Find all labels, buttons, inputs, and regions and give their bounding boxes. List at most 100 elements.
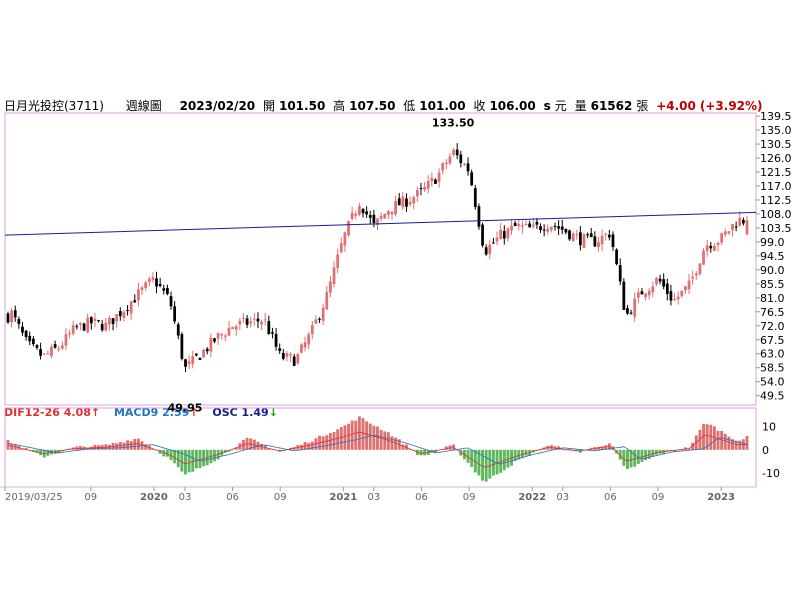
osc-bar (499, 449, 503, 473)
osc-bar (361, 418, 365, 450)
price-tick-label: 126.0 (760, 152, 792, 165)
candle-body (118, 311, 122, 317)
candle-body (430, 177, 434, 182)
candle-body (60, 345, 64, 349)
osc-bar (321, 436, 325, 450)
osc-bar (597, 447, 600, 450)
osc-bar (383, 431, 387, 450)
candle-body (615, 249, 618, 265)
macd-tick-label: 10 (762, 421, 776, 434)
osc-bar (354, 420, 358, 450)
price-change: +4.00 (656, 99, 696, 113)
time-tick-label: 03 (368, 492, 381, 503)
candle-body (50, 346, 53, 357)
candle-body (557, 226, 561, 229)
osc-bar (173, 449, 177, 464)
time-tick-label: 09 (652, 492, 665, 503)
price-tick-label: 135.0 (760, 124, 792, 137)
osc-bar (633, 449, 637, 467)
candle-body (694, 273, 698, 276)
candle-body (89, 317, 93, 324)
osc-bar (169, 449, 173, 461)
candle-body (292, 356, 296, 366)
osc-bar (568, 449, 571, 450)
candle-body (281, 352, 285, 359)
low-label: 低 (403, 99, 416, 113)
candle-body (564, 228, 568, 233)
time-tick-label: 2021 (329, 492, 357, 503)
candle-body (347, 221, 350, 236)
time-tick-label: 2020 (140, 492, 168, 503)
osc-bar (394, 437, 398, 450)
candle-body (133, 300, 137, 303)
candle-body (289, 354, 292, 356)
osc-bar (687, 448, 691, 450)
candle-body (713, 245, 716, 251)
osc-bar (506, 449, 510, 468)
candle-body (176, 324, 180, 336)
osc-bar (557, 446, 561, 450)
osc-bar (191, 449, 195, 472)
candle-body (499, 229, 503, 239)
osc-bar (444, 446, 448, 450)
candle-body (274, 334, 278, 347)
candle-body (531, 224, 535, 227)
candle-body (126, 309, 129, 311)
osc-bar (390, 436, 394, 450)
price-annotation: 133.50 (432, 117, 475, 130)
candle-body (597, 242, 600, 247)
candle-body (209, 337, 213, 352)
candle-body (267, 321, 271, 335)
candle-body (611, 234, 615, 248)
price-tick-label: 130.5 (760, 138, 792, 151)
candle-body (184, 359, 187, 367)
candle-body (223, 335, 227, 337)
candle-body (339, 243, 343, 253)
candle-body (86, 317, 90, 333)
osc-bar (698, 429, 702, 450)
time-tick-label: 09 (274, 492, 287, 503)
time-tick-label: 09 (84, 492, 97, 503)
candle-body (571, 233, 575, 241)
candle-body (191, 356, 195, 365)
candle-body (278, 348, 282, 352)
candle-body (684, 286, 687, 291)
currency-unit: 元 (554, 99, 567, 113)
candle-body (622, 281, 626, 310)
candle-body (122, 311, 126, 318)
time-tick-label: 03 (556, 492, 569, 503)
candle-body (13, 310, 17, 318)
osc-bar (477, 449, 481, 476)
candle-body (137, 289, 140, 301)
candle-body (510, 225, 513, 231)
candle-body (256, 318, 260, 322)
candle-body (600, 235, 604, 245)
osc-bar (488, 449, 492, 479)
osc-bar (578, 449, 582, 453)
candle-body (665, 283, 669, 294)
candle-body (669, 291, 673, 301)
high-value: 107.50 (349, 99, 396, 113)
osc-bar (184, 449, 187, 475)
osc-bar (647, 449, 651, 459)
candle-body (202, 349, 205, 358)
candle-body (394, 200, 397, 215)
candle-body (6, 313, 10, 323)
price-tick-label: 81.0 (760, 292, 785, 305)
osc-bar (133, 438, 137, 450)
candle-body (296, 353, 300, 364)
time-tick-label: 2022 (518, 492, 546, 503)
candle-body (426, 180, 430, 189)
osc-bar (622, 449, 626, 466)
candle-body (582, 234, 586, 248)
osc-bar (481, 449, 485, 481)
osc-bar (691, 442, 695, 450)
dif-arrow-icon: ↑ (90, 406, 101, 419)
osc-bar (680, 449, 684, 451)
candle-body (75, 326, 79, 328)
osc-bar (328, 433, 332, 450)
osc-bar (705, 424, 709, 450)
osc-bar (194, 449, 198, 469)
candle-body (408, 201, 412, 205)
osc-bar (491, 449, 495, 476)
